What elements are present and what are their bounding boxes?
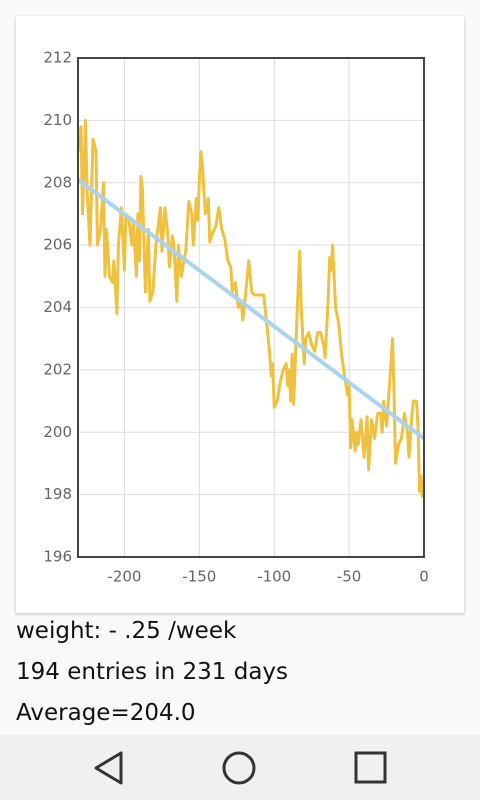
y-tick-label: 206 bbox=[43, 236, 72, 254]
info-text: weight: - .25 /week bbox=[16, 618, 237, 644]
back-button[interactable] bbox=[94, 751, 123, 785]
navigation-bar bbox=[0, 735, 480, 800]
x-tick-label: -50 bbox=[337, 568, 362, 586]
y-tick-label: 208 bbox=[43, 173, 72, 191]
home-button[interactable] bbox=[222, 751, 256, 785]
x-tick-label: -150 bbox=[182, 568, 216, 586]
y-tick-label: 210 bbox=[43, 111, 72, 129]
data-line bbox=[76, 177, 426, 441]
y-tick-label: 202 bbox=[43, 360, 72, 378]
recents-button[interactable] bbox=[354, 751, 387, 784]
y-tick-label: 212 bbox=[43, 49, 72, 67]
info-text: 194 entries in 231 days bbox=[16, 659, 289, 685]
plot-frame bbox=[77, 57, 425, 558]
data-line bbox=[76, 118, 424, 498]
chart: 196 198 200 202 204 206 208 210 212 -200 -150 -100 -… bbox=[43, 49, 429, 586]
x-tick-label: -200 bbox=[107, 568, 141, 586]
y-tick-label: 200 bbox=[43, 423, 72, 441]
y-tick-label: 196 bbox=[43, 548, 72, 566]
y-tick-label: 204 bbox=[43, 298, 72, 316]
nav-icons bbox=[94, 751, 387, 785]
info-text: Average=204.0 bbox=[16, 700, 196, 726]
chart-card bbox=[16, 16, 464, 613]
y-tick-label: 198 bbox=[43, 485, 72, 503]
x-tick-label: 0 bbox=[419, 568, 429, 586]
x-tick-label: -100 bbox=[257, 568, 291, 586]
